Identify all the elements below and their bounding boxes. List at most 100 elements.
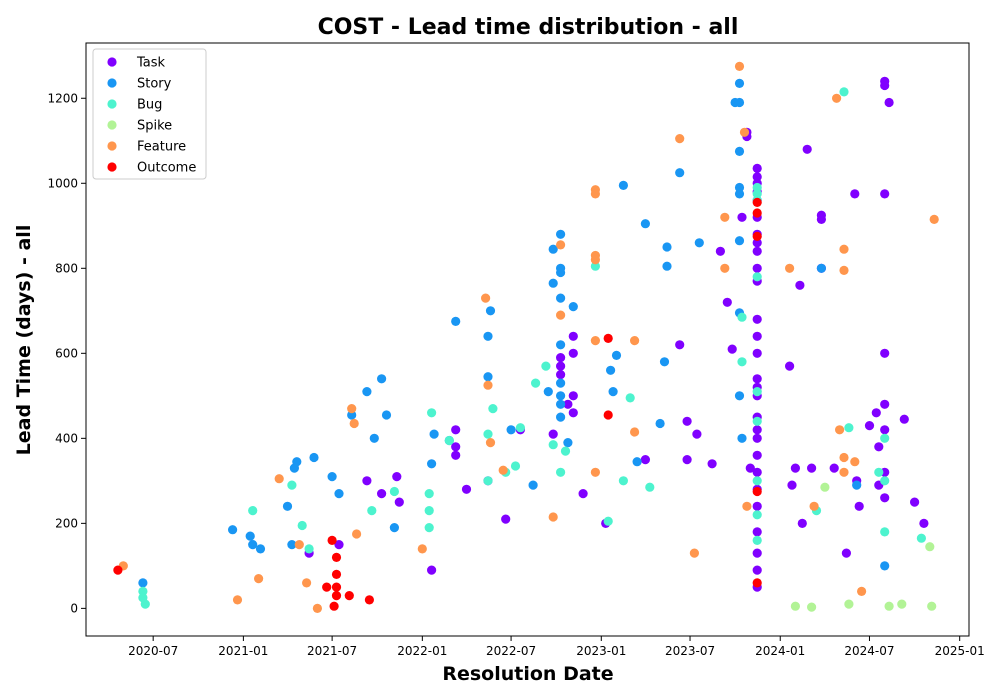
y-tick-label: 0: [70, 601, 78, 615]
feature-point: [591, 189, 600, 198]
bug-point: [483, 476, 492, 485]
feature-point: [850, 457, 859, 466]
bug-point: [626, 393, 635, 402]
task-point: [830, 464, 839, 473]
bug-point: [917, 534, 926, 543]
task-point: [569, 408, 578, 417]
story-point: [246, 532, 255, 541]
story-point: [612, 351, 621, 360]
task-point: [880, 189, 889, 198]
task-point: [787, 481, 796, 490]
task-point: [880, 425, 889, 434]
legend-marker: [107, 141, 116, 150]
story-point: [362, 387, 371, 396]
story-point: [549, 279, 558, 288]
story-point: [430, 430, 439, 439]
feature-point: [839, 453, 848, 462]
legend-label: Outcome: [137, 161, 196, 176]
task-point: [569, 332, 578, 341]
task-point: [427, 566, 436, 575]
task-point: [803, 145, 812, 154]
story-point: [544, 387, 553, 396]
feature-point: [233, 595, 242, 604]
spike-point: [897, 600, 906, 609]
story-point: [735, 391, 744, 400]
story-point: [451, 317, 460, 326]
feature-point: [839, 468, 848, 477]
story-point: [737, 434, 746, 443]
feature-point: [556, 311, 565, 320]
story-point: [556, 400, 565, 409]
story-point: [427, 459, 436, 468]
spike-point: [885, 602, 894, 611]
feature-point: [591, 468, 600, 477]
bug-point: [425, 506, 434, 515]
story-point: [556, 230, 565, 239]
legend-label: Story: [137, 77, 172, 92]
feature-point: [742, 502, 751, 511]
outcome-point: [604, 410, 613, 419]
task-point: [753, 434, 762, 443]
feature-point: [483, 381, 492, 390]
outcome-point: [753, 232, 762, 241]
bug-point: [753, 510, 762, 519]
feature-point: [785, 264, 794, 273]
task-point: [569, 391, 578, 400]
spike-point: [820, 483, 829, 492]
task-point: [569, 349, 578, 358]
task-point: [874, 442, 883, 451]
bug-point: [541, 362, 550, 371]
bug-point: [604, 517, 613, 526]
x-axis-title: Resolution Date: [442, 663, 613, 685]
outcome-point: [330, 602, 339, 611]
task-point: [753, 349, 762, 358]
task-point: [817, 215, 826, 224]
y-tick-label: 400: [55, 431, 78, 445]
legend-marker: [107, 99, 116, 108]
task-point: [885, 98, 894, 107]
spike-point: [791, 602, 800, 611]
x-tick-label: 2020-07: [128, 644, 178, 658]
story-point: [382, 410, 391, 419]
story-point: [309, 453, 318, 462]
story-point: [556, 294, 565, 303]
task-point: [556, 353, 565, 362]
spike-point: [844, 600, 853, 609]
story-point: [656, 419, 665, 428]
bug-point: [488, 404, 497, 413]
task-point: [753, 374, 762, 383]
task-point: [855, 502, 864, 511]
task-point: [683, 417, 692, 426]
task-point: [795, 281, 804, 290]
story-point: [880, 561, 889, 570]
bug-point: [298, 521, 307, 530]
bug-point: [556, 468, 565, 477]
task-point: [753, 425, 762, 434]
x-tick-label: 2023-07: [665, 644, 715, 658]
x-tick-label: 2023-01: [576, 644, 626, 658]
legend-label: Task: [136, 56, 166, 71]
task-point: [785, 362, 794, 371]
outcome-point: [753, 208, 762, 217]
feature-point: [556, 240, 565, 249]
task-point: [462, 485, 471, 494]
bug-point: [737, 357, 746, 366]
spike-point: [807, 603, 816, 612]
task-point: [753, 247, 762, 256]
x-tick-label: 2024-01: [755, 644, 805, 658]
bug-point: [880, 476, 889, 485]
legend-marker: [107, 162, 116, 171]
story-point: [675, 168, 684, 177]
bug-point: [874, 468, 883, 477]
task-point: [919, 519, 928, 528]
task-point: [716, 247, 725, 256]
outcome-point: [332, 591, 341, 600]
feature-point: [835, 425, 844, 434]
task-point: [377, 489, 386, 498]
feature-point: [591, 336, 600, 345]
task-point: [842, 549, 851, 558]
legend-label: Bug: [137, 98, 162, 113]
task-point: [753, 566, 762, 575]
story-point: [735, 189, 744, 198]
legend: TaskStoryBugSpikeFeatureOutcome: [93, 49, 206, 179]
